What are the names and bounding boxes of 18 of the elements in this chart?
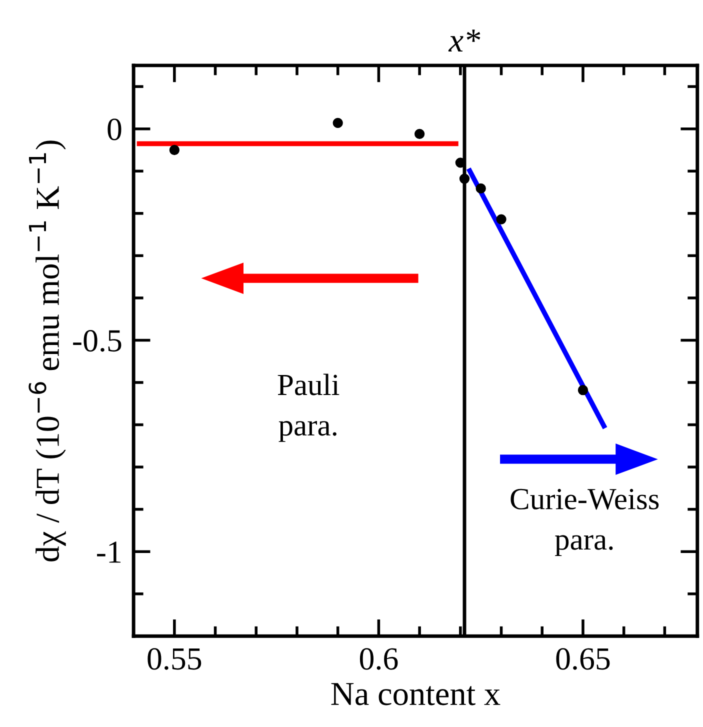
x-axis-title: Na content x <box>331 683 500 706</box>
point <box>476 183 486 194</box>
y-tick-label: -1 <box>97 542 121 563</box>
annotation: Pauli para. <box>278 374 340 442</box>
y-tick-label: -0.5 <box>73 330 122 352</box>
annotation: Curie-Weiss para. <box>510 488 659 556</box>
point <box>332 118 343 128</box>
point <box>496 214 506 224</box>
ref-line-label: x* <box>448 30 480 52</box>
point <box>169 144 180 156</box>
y-tick-label: 0 <box>108 118 122 140</box>
x-tick-label: 0.55 <box>148 648 202 670</box>
y-axis-title: dχ / dT (10$^{−6}$ emu mol$^{−1}$ K$^{−1}$) <box>28 140 66 562</box>
point <box>578 385 588 396</box>
point <box>459 174 470 184</box>
x-tick-label: 0.65 <box>556 648 610 670</box>
point <box>414 128 425 139</box>
x-tick-label: 0.6 <box>360 648 398 670</box>
